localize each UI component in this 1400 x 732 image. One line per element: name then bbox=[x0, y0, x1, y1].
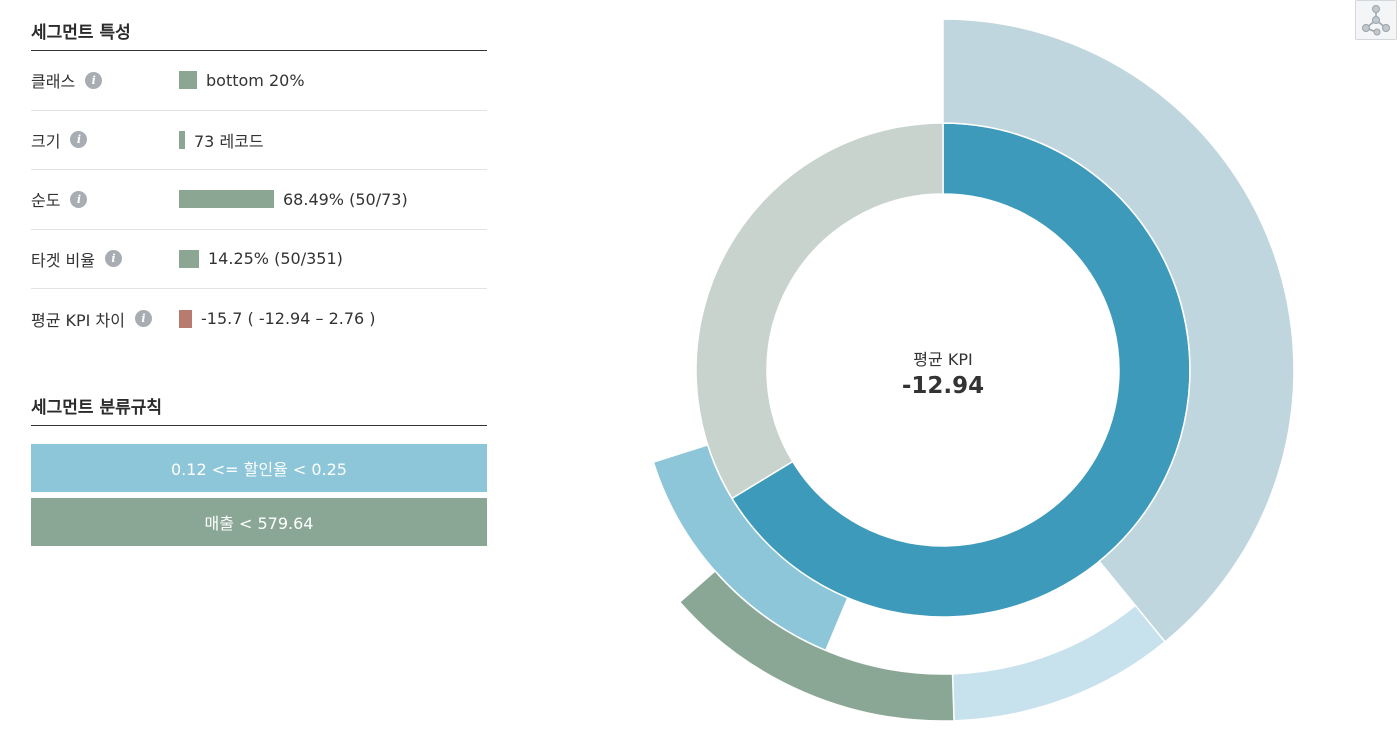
feature-value: bottom 20% bbox=[206, 70, 305, 90]
value-bar bbox=[179, 71, 197, 90]
features-title: 세그먼트 특성 bbox=[31, 18, 487, 51]
network-icon bbox=[1362, 5, 1390, 36]
feature-label: 크기 bbox=[31, 131, 61, 151]
feature-value: 14.25% (50/351) bbox=[208, 249, 343, 269]
inner-ring-rest[interactable] bbox=[695, 122, 944, 500]
rule-item[interactable]: 매출 < 579.64 bbox=[31, 497, 487, 546]
feature-label: 평균 KPI 차이 bbox=[31, 310, 125, 330]
feature-value: 68.49% (50/73) bbox=[283, 189, 408, 209]
network-view-button[interactable] bbox=[1355, 0, 1397, 40]
outer-ring-segment[interactable] bbox=[678, 569, 955, 722]
info-icon[interactable]: i bbox=[134, 310, 152, 328]
value-bar bbox=[179, 190, 274, 209]
info-icon[interactable]: i bbox=[104, 250, 122, 268]
outer-ring-segment[interactable] bbox=[951, 604, 1167, 722]
feature-row-size: 크기 i 73 레코드 bbox=[31, 111, 487, 170]
feature-row-kpi-diff: 평균 KPI 차이 i -15.7 ( -12.94 – 2.76 ) bbox=[31, 289, 487, 349]
center-kpi-value: -12.94 bbox=[901, 373, 985, 399]
feature-label: 타겟 비율 bbox=[31, 250, 95, 270]
info-icon[interactable]: i bbox=[85, 71, 103, 89]
feature-row-target-ratio: 타겟 비율 i 14.25% (50/351) bbox=[31, 230, 487, 289]
feature-row-class: 클래스 i bottom 20% bbox=[31, 51, 487, 111]
value-bar bbox=[179, 309, 192, 328]
feature-label: 순도 bbox=[31, 191, 61, 211]
outer-ring-segment[interactable] bbox=[942, 18, 1295, 643]
feature-label: 클래스 bbox=[31, 72, 76, 92]
feature-row-purity: 순도 i 68.49% (50/73) bbox=[31, 170, 487, 230]
center-kpi-label: 평균 KPI bbox=[913, 350, 973, 369]
feature-value: 73 레코드 bbox=[194, 131, 264, 151]
info-icon[interactable]: i bbox=[70, 190, 88, 208]
feature-value: -15.7 ( -12.94 – 2.76 ) bbox=[201, 309, 376, 329]
value-bar bbox=[179, 249, 199, 268]
segment-panel: 세그먼트 특성 클래스 i bottom 20% 크기 i 73 레코드 순도 … bbox=[31, 18, 487, 546]
info-icon[interactable]: i bbox=[70, 131, 88, 149]
rule-item[interactable]: 0.12 <= 할인율 < 0.25 bbox=[31, 443, 487, 492]
rules-title: 세그먼트 분류규칙 bbox=[31, 393, 487, 426]
value-bar bbox=[179, 130, 185, 149]
